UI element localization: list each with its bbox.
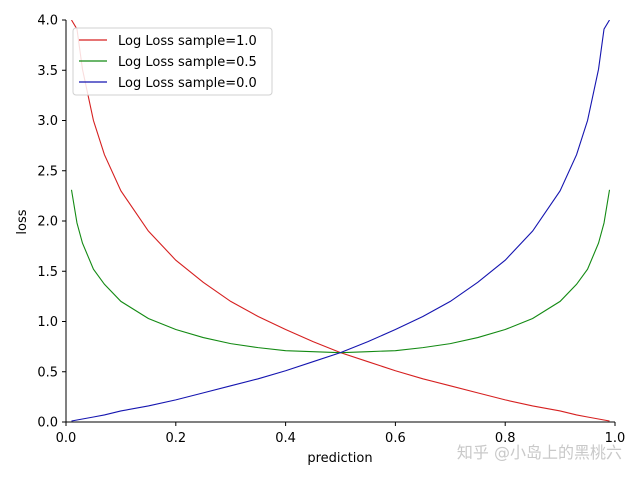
y-axis-label: loss [15,209,30,234]
ticks-layer: 0.0 0.2 0.4 0.6 0.8 1.0 0.0 0.5 1.0 1.5 2.0 2.5 3.0 3… [37,14,625,447]
x-tick-label: 0.2 [165,431,186,446]
x-tick-label: 0.0 [56,431,77,446]
x-tick-label: 0.8 [495,431,516,446]
y-tick-label: 0.0 [37,416,58,431]
series-layer [70,20,611,422]
y-tick-label: 3.5 [37,64,58,79]
y-tick-label: 2.5 [37,164,58,179]
watermark: 知乎 @小岛上的黑桃六 [457,443,622,462]
y-tick-label: 4.0 [37,14,58,29]
y-tick-label: 1.5 [37,265,58,280]
y-tick-label: 3.0 [37,114,58,129]
legend-label-1: Log Loss sample=1.0 [118,34,257,49]
series-line-3 [71,20,610,422]
legend-label-2: Log Loss sample=0.5 [118,55,257,70]
series-line-2 [70,189,611,354]
y-tick-label: 0.5 [37,365,58,380]
y-tick-label: 1.0 [37,315,58,330]
x-tick-label: 1.0 [605,431,626,446]
x-tick-label: 0.6 [385,431,406,446]
legend: Log Loss sample=1.0 Log Loss sample=0.5 Lo… [72,27,273,96]
legend-box [72,27,273,96]
y-tick-label: 2.0 [37,215,58,230]
x-axis-label: prediction [307,451,372,466]
x-tick-label: 0.4 [275,431,296,446]
legend-label-3: Log Loss sample=0.0 [118,76,257,91]
